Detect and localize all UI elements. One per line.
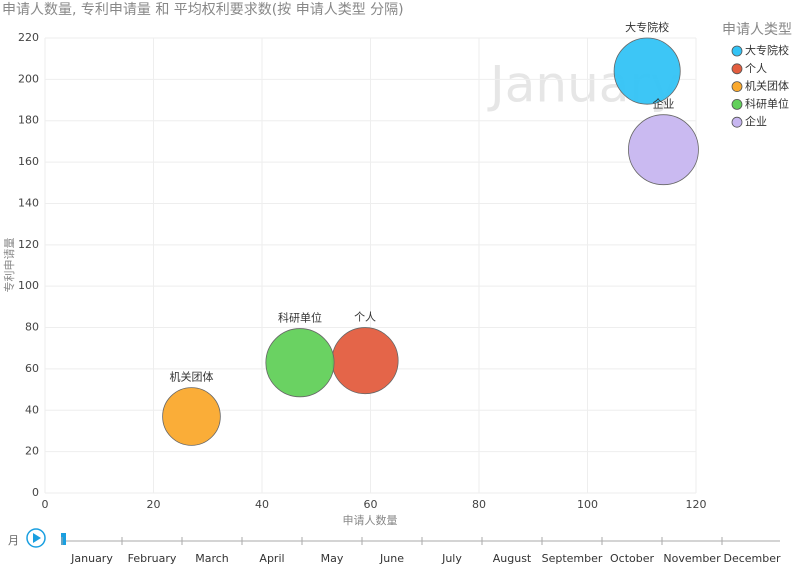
play-icon bbox=[33, 533, 41, 543]
play-month-label: June bbox=[379, 552, 404, 565]
y-tick-label: 40 bbox=[25, 403, 39, 416]
play-month-label: March bbox=[195, 552, 229, 565]
legend-label: 个人 bbox=[745, 62, 767, 75]
y-tick-label: 100 bbox=[18, 279, 39, 292]
x-tick-label: 100 bbox=[577, 498, 598, 511]
x-tick-label: 40 bbox=[255, 498, 269, 511]
play-month-label: February bbox=[128, 552, 177, 565]
data-label: 个人 bbox=[354, 311, 376, 324]
data-label: 大专院校 bbox=[625, 20, 669, 34]
play-month-label: October bbox=[610, 552, 654, 565]
play-month-label: November bbox=[663, 552, 721, 565]
legend-marker bbox=[731, 81, 743, 92]
bubble bbox=[331, 327, 399, 395]
legend-label: 大专院校 bbox=[745, 43, 789, 57]
y-tick-label: 120 bbox=[18, 238, 39, 251]
legend-label: 机关团体 bbox=[745, 79, 789, 93]
x-axis-label: 申请人数量 bbox=[343, 514, 398, 527]
y-tick-label: 160 bbox=[18, 155, 39, 168]
bubble bbox=[613, 37, 681, 105]
y-tick-label: 20 bbox=[25, 445, 39, 458]
play-month-label: May bbox=[321, 552, 344, 565]
legend-label: 企业 bbox=[745, 114, 767, 128]
legend-marker bbox=[731, 99, 743, 110]
data-label: 企业 bbox=[652, 97, 674, 111]
x-tick-label: 60 bbox=[364, 498, 378, 511]
legend-marker bbox=[731, 45, 743, 57]
legend-title: 申请人类型 bbox=[722, 22, 792, 38]
y-tick-label: 220 bbox=[18, 31, 39, 44]
y-tick-label: 80 bbox=[25, 321, 39, 334]
legend-label: 科研单位 bbox=[745, 96, 789, 110]
play-month-label: April bbox=[259, 552, 284, 565]
play-thumb[interactable] bbox=[61, 533, 66, 545]
play-month-label: January bbox=[70, 552, 113, 565]
chart-title: 申请人数量, 专利申请量 和 平均权利要求数(按 申请人类型 分隔) bbox=[2, 2, 404, 18]
y-tick-label: 180 bbox=[18, 114, 39, 127]
x-tick-label: 0 bbox=[42, 498, 49, 511]
y-tick-label: 140 bbox=[18, 196, 39, 209]
play-axis-label: 月 bbox=[8, 534, 19, 547]
play-month-label: December bbox=[723, 552, 781, 565]
data-label: 科研单位 bbox=[278, 311, 322, 325]
x-tick-label: 20 bbox=[147, 498, 161, 511]
bubble bbox=[628, 114, 699, 186]
y-tick-label: 60 bbox=[25, 362, 39, 375]
play-month-label: August bbox=[493, 552, 532, 565]
y-tick-label: 200 bbox=[18, 72, 39, 85]
x-tick-label: 80 bbox=[472, 498, 486, 511]
play-month-label: July bbox=[441, 552, 462, 565]
legend-marker bbox=[731, 116, 743, 128]
play-month-label: September bbox=[542, 552, 603, 565]
y-tick-label: 0 bbox=[32, 486, 39, 499]
bubble bbox=[162, 387, 221, 446]
legend-marker bbox=[731, 63, 743, 75]
data-label: 机关团体 bbox=[169, 370, 213, 384]
bubble bbox=[265, 328, 335, 398]
x-tick-label: 120 bbox=[686, 498, 707, 511]
y-axis-label: 专利申请量 bbox=[2, 238, 16, 293]
